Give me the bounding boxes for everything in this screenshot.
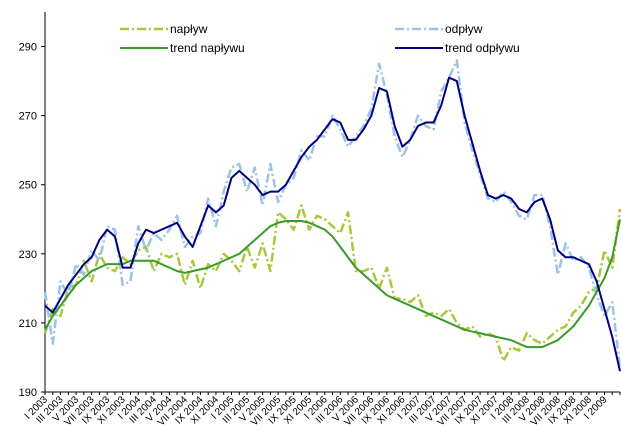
y-tick-label: 210 [19, 318, 37, 330]
legend-label: odpływ [445, 22, 483, 36]
legend-label: trend odpływu [445, 41, 520, 55]
y-tick-label: 270 [19, 111, 37, 123]
y-tick-label: 230 [19, 249, 37, 261]
series-line [44, 76, 621, 372]
y-tick-label: 190 [19, 387, 37, 399]
series-line [43, 204, 621, 363]
legend-label: napływ [170, 22, 208, 36]
y-tick-label: 250 [19, 180, 37, 192]
series-line [44, 219, 621, 349]
legend-label: trend napływu [170, 41, 245, 55]
y-tick-label: 290 [19, 42, 37, 54]
series-line [43, 59, 621, 368]
